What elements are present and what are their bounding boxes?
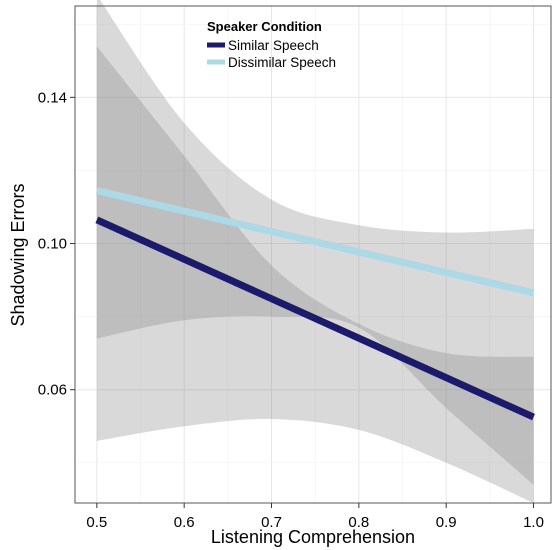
series-line-similar-speech	[95, 216, 535, 421]
series-line-dissimilar-speech	[96, 187, 535, 297]
y-axis-title: Shadowing Errors	[8, 183, 28, 326]
legend-title: Speaker Condition	[207, 19, 322, 34]
series-lines	[95, 187, 535, 421]
x-tick-label: 0.7	[261, 514, 282, 531]
legend: Speaker Condition Similar Speech Dissimi…	[207, 19, 336, 70]
x-tick-label: 0.8	[348, 514, 369, 531]
y-tick-label: 0.06	[38, 382, 67, 399]
y-tick-label: 0.14	[38, 89, 67, 106]
confidence-band-similar-speech	[96, 46, 534, 485]
x-tick-label: 1.0	[523, 514, 544, 531]
axis-ticks: 0.5 0.6 0.7 0.8 0.9 1.0 0.06 0.10 0.14	[38, 89, 544, 531]
x-tick-label: 0.9	[436, 514, 457, 531]
confidence-bands	[96, 0, 534, 503]
y-tick-label: 0.10	[38, 236, 67, 253]
legend-label-similar-speech: Similar Speech	[228, 38, 319, 53]
confidence-band-dissimilar-speech	[96, 0, 534, 503]
x-tick-label: 0.6	[174, 514, 195, 531]
plot-panel-border	[74, 5, 552, 504]
legend-label-dissimilar-speech: Dissimilar Speech	[228, 55, 336, 70]
x-tick-label: 0.5	[86, 514, 107, 531]
x-axis-title: Listening Comprehension	[211, 527, 415, 547]
